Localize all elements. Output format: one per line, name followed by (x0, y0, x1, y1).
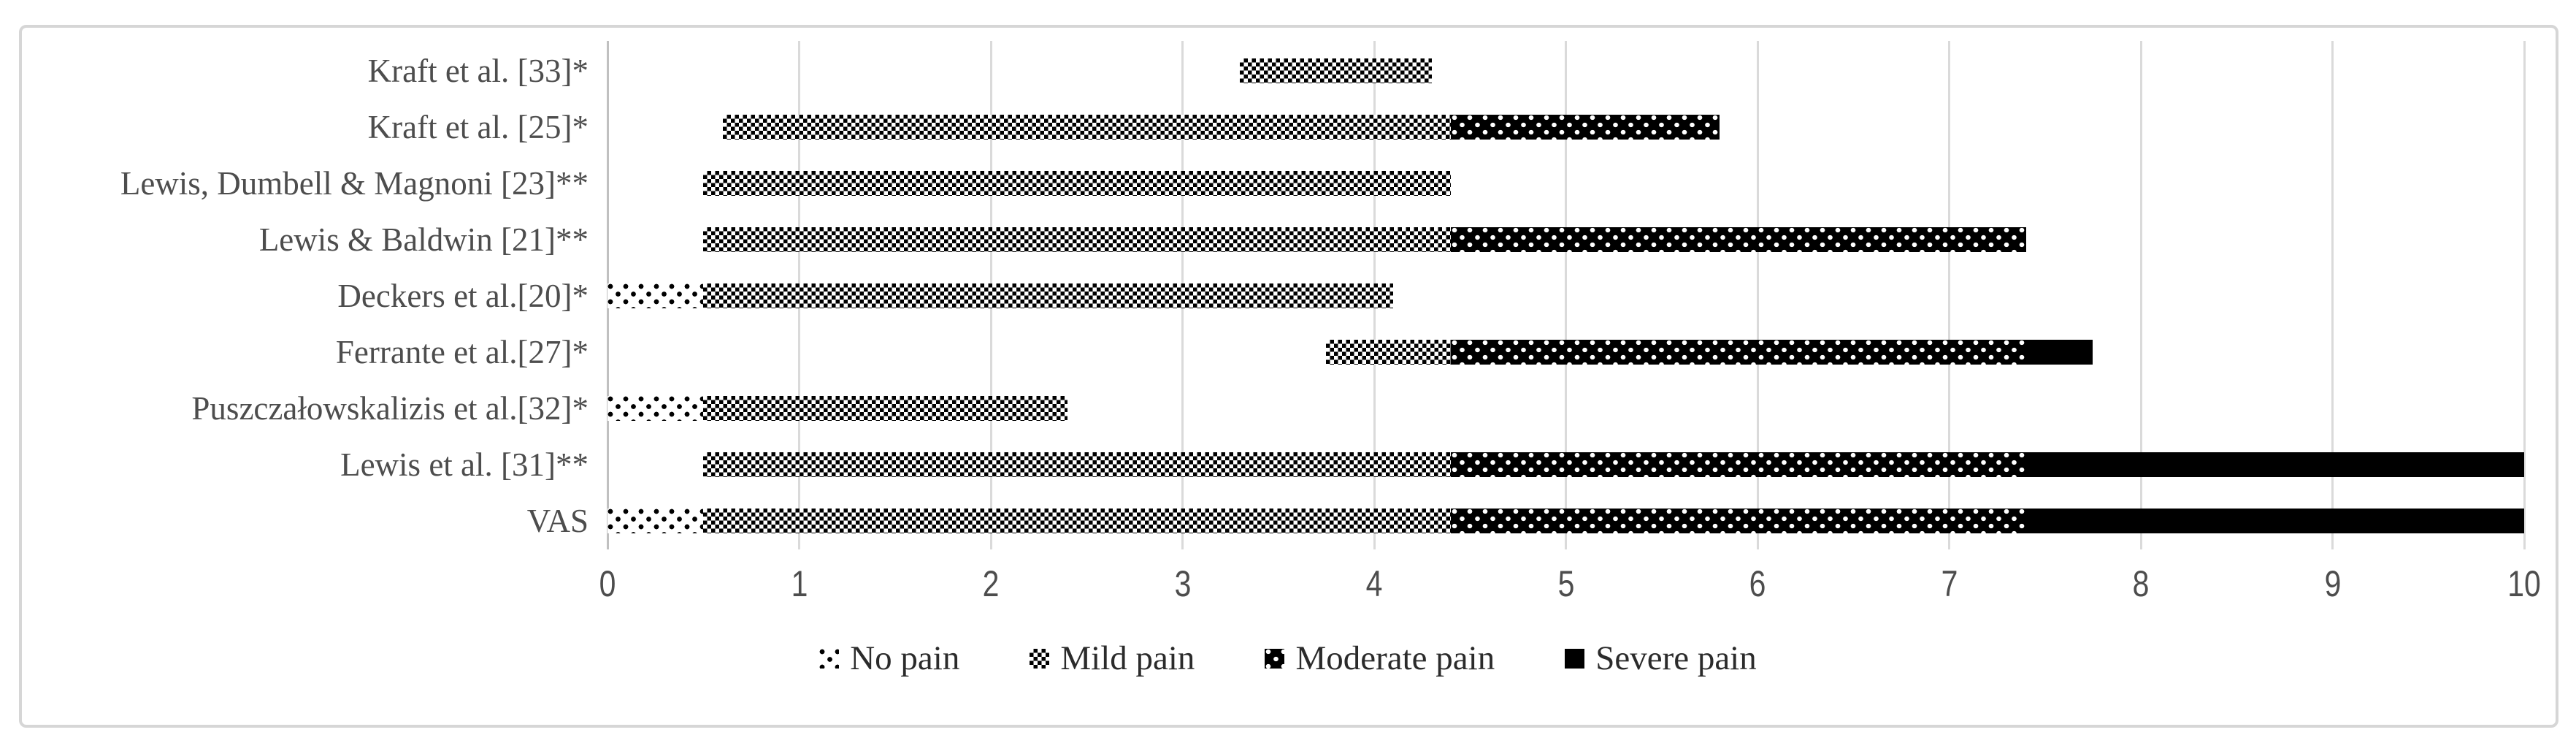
gridline (2139, 41, 2142, 549)
gridline (1756, 41, 1759, 549)
solid-black-swatch-icon (1565, 648, 1585, 669)
bar-segment (1451, 227, 2026, 252)
bar-segment (1451, 509, 2026, 533)
x-tick-label: 0 (599, 563, 616, 604)
x-tick-label: 4 (1365, 563, 1383, 604)
bar-row (607, 227, 2524, 252)
x-tick-label: 8 (2132, 563, 2150, 604)
bar-row (607, 171, 2524, 196)
bar-segment (2025, 340, 2093, 365)
legend-item: Severe pain (1565, 639, 1757, 678)
category-label: Deckers et al.[20]* (337, 278, 589, 314)
bar-segment (1240, 58, 1432, 83)
legend-item: Moderate pain (1265, 639, 1495, 678)
bar-row (607, 396, 2524, 421)
bar-segment (1451, 340, 2026, 365)
category-label: VAS (526, 503, 589, 539)
category-label: Lewis & Baldwin [21]** (258, 221, 589, 258)
bar-segment (2025, 509, 2524, 533)
category-label: Lewis et al. [31]** (340, 446, 589, 483)
bar-row (607, 58, 2524, 83)
plot-area (606, 41, 2526, 549)
bar-segment (722, 115, 1451, 140)
bar-row (607, 340, 2524, 365)
checkerboard-swatch-icon (1030, 648, 1050, 669)
bar-row (607, 115, 2524, 140)
legend-label: Mild pain (1060, 639, 1195, 677)
x-tick-label: 1 (791, 563, 808, 604)
category-label: Kraft et al. [25]* (367, 109, 589, 145)
x-tick-label: 9 (2324, 563, 2341, 604)
legend-label: Moderate pain (1295, 639, 1495, 677)
bar-row (607, 452, 2524, 477)
x-tick-label: 2 (982, 563, 1000, 604)
x-tick-label: 10 (2507, 563, 2541, 604)
x-tick-label: 5 (1557, 563, 1574, 604)
category-label: Ferrante et al.[27]* (335, 334, 589, 370)
x-tick-label: 7 (1941, 563, 1958, 604)
category-label: Puszczałowskalizis et al.[32]* (191, 390, 589, 427)
bar-segment (703, 452, 1451, 477)
bar-segment (607, 396, 704, 421)
bar-segment (703, 509, 1451, 533)
bar-segment (607, 283, 704, 308)
bar-row (607, 283, 2524, 308)
white-dots-on-black-swatch-icon (1265, 648, 1285, 669)
bar-segment (2025, 452, 2524, 477)
chart-border (19, 25, 2558, 728)
category-label: Kraft et al. [33]* (367, 53, 589, 89)
bar-segment (1451, 452, 2026, 477)
gridline (1565, 41, 1567, 549)
gridline (2523, 41, 2526, 549)
bar-row (607, 509, 2524, 533)
bar-segment (1451, 115, 1720, 140)
bar-segment (703, 283, 1394, 308)
legend-label: No pain (850, 639, 960, 677)
x-tick-label: 3 (1174, 563, 1191, 604)
bar-segment (703, 396, 1067, 421)
gridline (1948, 41, 1950, 549)
legend: No pain Mild pain Moderate pain Severe pain (0, 633, 2576, 684)
bar-segment (703, 171, 1451, 196)
gridline (2331, 41, 2334, 549)
x-tick-label: 6 (1749, 563, 1766, 604)
sparse-dots-swatch-icon (819, 648, 840, 669)
legend-item: No pain (819, 639, 959, 678)
category-label: Lewis, Dumbell & Magnoni [23]** (120, 165, 589, 202)
legend-label: Severe pain (1595, 639, 1757, 677)
legend-item: Mild pain (1030, 639, 1195, 678)
bar-segment (607, 509, 704, 533)
bar-segment (1326, 340, 1451, 365)
bar-segment (703, 227, 1451, 252)
